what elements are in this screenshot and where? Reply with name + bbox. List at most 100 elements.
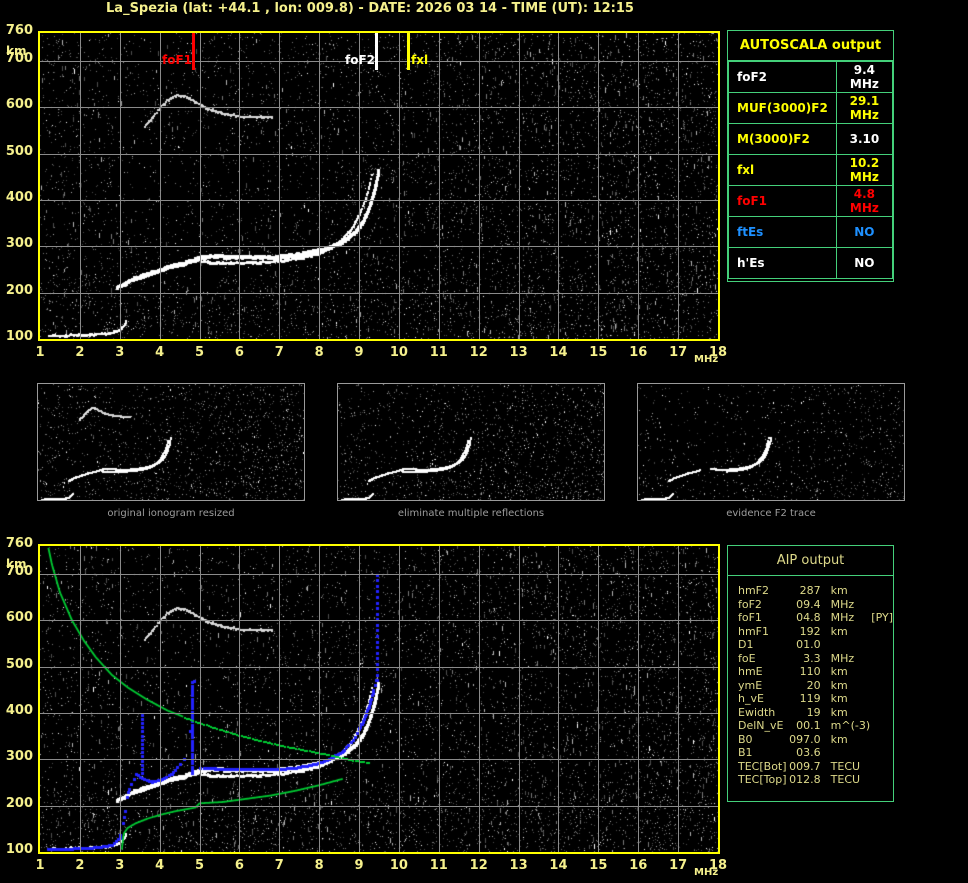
- panel-original-ionogram-caption: original ionogram resized: [107, 508, 235, 519]
- x-tick-label: 14: [549, 345, 568, 360]
- grid-line-horizontal: [40, 574, 718, 575]
- autoscala-key: foF2: [728, 61, 837, 93]
- autoscala-value: NO: [835, 247, 894, 279]
- aip-unit: km: [830, 732, 848, 746]
- y-tick-label: 700: [5, 50, 33, 66]
- bottom-y-axis-unit: km: [6, 557, 27, 571]
- grid-line-vertical: [399, 33, 400, 339]
- aip-panel: AIP output hmF2 287 km foF2 09.4 MHz foF1 04.8 M…: [727, 545, 894, 802]
- grid-line-vertical: [519, 33, 520, 339]
- top-ionogram-plot[interactable]: foF1 foF2 fxl: [38, 31, 720, 341]
- grid-line-horizontal: [40, 759, 718, 760]
- aip-label: B0: [738, 732, 753, 746]
- grid-line-vertical: [399, 546, 400, 852]
- y-tick-label: 300: [5, 236, 33, 252]
- y-tick-label: 600: [5, 97, 33, 113]
- aip-note: [871, 692, 893, 706]
- autoscala-key: fxl: [728, 154, 837, 186]
- grid-line-horizontal: [40, 200, 718, 201]
- y-tick-label: 760: [5, 536, 33, 551]
- grid-line-vertical: [120, 33, 121, 339]
- aip-note: [871, 598, 893, 612]
- grid-line-vertical: [439, 546, 440, 852]
- grid-line-vertical: [678, 33, 679, 339]
- y-tick-label: 200: [5, 795, 33, 811]
- autoscala-value: 29.1 MHz: [835, 92, 894, 124]
- autoscala-value: NO: [835, 216, 894, 248]
- aip-row: h_vE 119 km: [738, 692, 893, 706]
- autoscala-key: ftEs: [728, 216, 837, 248]
- grid-line-horizontal: [40, 713, 718, 714]
- aip-note: [871, 706, 893, 720]
- aip-row: hmE 110 km: [738, 665, 893, 679]
- x-tick-label: 4: [155, 858, 165, 873]
- aip-unit: MHz: [830, 597, 855, 611]
- x-tick-label: 5: [194, 858, 205, 873]
- aip-value: 119: [799, 692, 821, 705]
- x-tick-label: 12: [469, 345, 488, 360]
- x-tick-label: 7: [274, 858, 284, 873]
- aip-unit: [831, 746, 872, 760]
- aip-label: h_vE: [738, 692, 764, 705]
- y-tick-label: 760: [5, 23, 33, 38]
- grid-line-vertical: [678, 546, 679, 852]
- grid-line-horizontal: [40, 61, 718, 62]
- top-ionogram-container: km 760 700 600 500 400 300 200 100 foF1 foF2 fxl …: [0, 23, 740, 365]
- autoscala-key: foF1: [728, 185, 837, 217]
- panel-eliminate-reflections[interactable]: [337, 383, 605, 501]
- aip-note: [871, 665, 893, 679]
- aip-note: [871, 733, 893, 747]
- aip-row: B0 097.0 km: [738, 733, 893, 747]
- x-tick-label: 5: [194, 345, 205, 360]
- aip-value: 01.0: [796, 638, 821, 651]
- aip-value: 097.0: [789, 732, 821, 746]
- x-tick-label: 13: [509, 345, 528, 360]
- aip-label: TEC[Top]: [738, 773, 787, 786]
- aip-unit: MHz: [830, 651, 855, 665]
- autoscala-row: ftEs NO: [728, 216, 894, 248]
- y-tick-label: 700: [5, 563, 33, 579]
- x-tick-label: 10: [389, 345, 408, 360]
- x-tick-label: 4: [155, 345, 165, 360]
- autoscala-value: 4.8 MHz: [835, 185, 894, 217]
- aip-value: 19: [806, 705, 821, 719]
- grid-line-vertical: [359, 546, 360, 852]
- autoscala-key: h'Es: [728, 247, 837, 279]
- aip-unit: km: [830, 624, 848, 638]
- x-tick-label: 13: [509, 858, 528, 873]
- aip-title: AIP output: [728, 546, 893, 576]
- aip-row: Ewidth 19 km: [738, 706, 893, 720]
- grid-line-vertical: [598, 546, 599, 852]
- x-tick-label: 8: [314, 345, 324, 360]
- grid-line-vertical: [200, 33, 201, 339]
- panel-original-ionogram[interactable]: [37, 383, 305, 501]
- panel-evidence-f2[interactable]: [637, 383, 905, 501]
- x-tick-label: 14: [549, 858, 568, 873]
- aip-note: [871, 746, 893, 760]
- x-tick-label: 16: [629, 345, 648, 360]
- aip-table: hmF2 287 km foF2 09.4 MHz foF1 04.8 MHz [PY] hmF1 1…: [738, 584, 893, 787]
- grid-line-horizontal: [40, 246, 718, 247]
- autoscala-value: 9.4 MHz: [835, 61, 894, 93]
- aip-value: 009.7: [789, 759, 821, 773]
- grid-line-vertical: [359, 33, 360, 339]
- grid-line-vertical: [279, 546, 280, 852]
- aip-label: D1: [738, 638, 754, 651]
- autoscala-row: h'Es NO: [728, 247, 894, 279]
- page-title: La_Spezia (lat: +44.1 , lon: 009.8) - DA…: [106, 1, 634, 16]
- autoscala-row: foF1 4.8 MHz: [728, 185, 894, 217]
- x-tick-label: 11: [429, 858, 448, 873]
- x-tick-label: 12: [469, 858, 488, 873]
- aip-unit: m^(-3): [830, 719, 871, 732]
- foF2-marker-bar: [375, 33, 378, 70]
- foF2-marker-label: foF2: [345, 53, 376, 67]
- bottom-ionogram-plot[interactable]: [38, 544, 720, 854]
- bottom-x-axis-unit: MHz: [694, 867, 719, 878]
- x-tick-label: 6: [234, 858, 244, 873]
- grid-line-horizontal: [40, 620, 718, 621]
- aip-label: hmF1: [738, 624, 770, 638]
- aip-label: Ewidth: [738, 705, 776, 719]
- aip-unit: km: [830, 692, 848, 705]
- aip-unit: km: [830, 678, 848, 692]
- aip-label: B1: [738, 746, 753, 759]
